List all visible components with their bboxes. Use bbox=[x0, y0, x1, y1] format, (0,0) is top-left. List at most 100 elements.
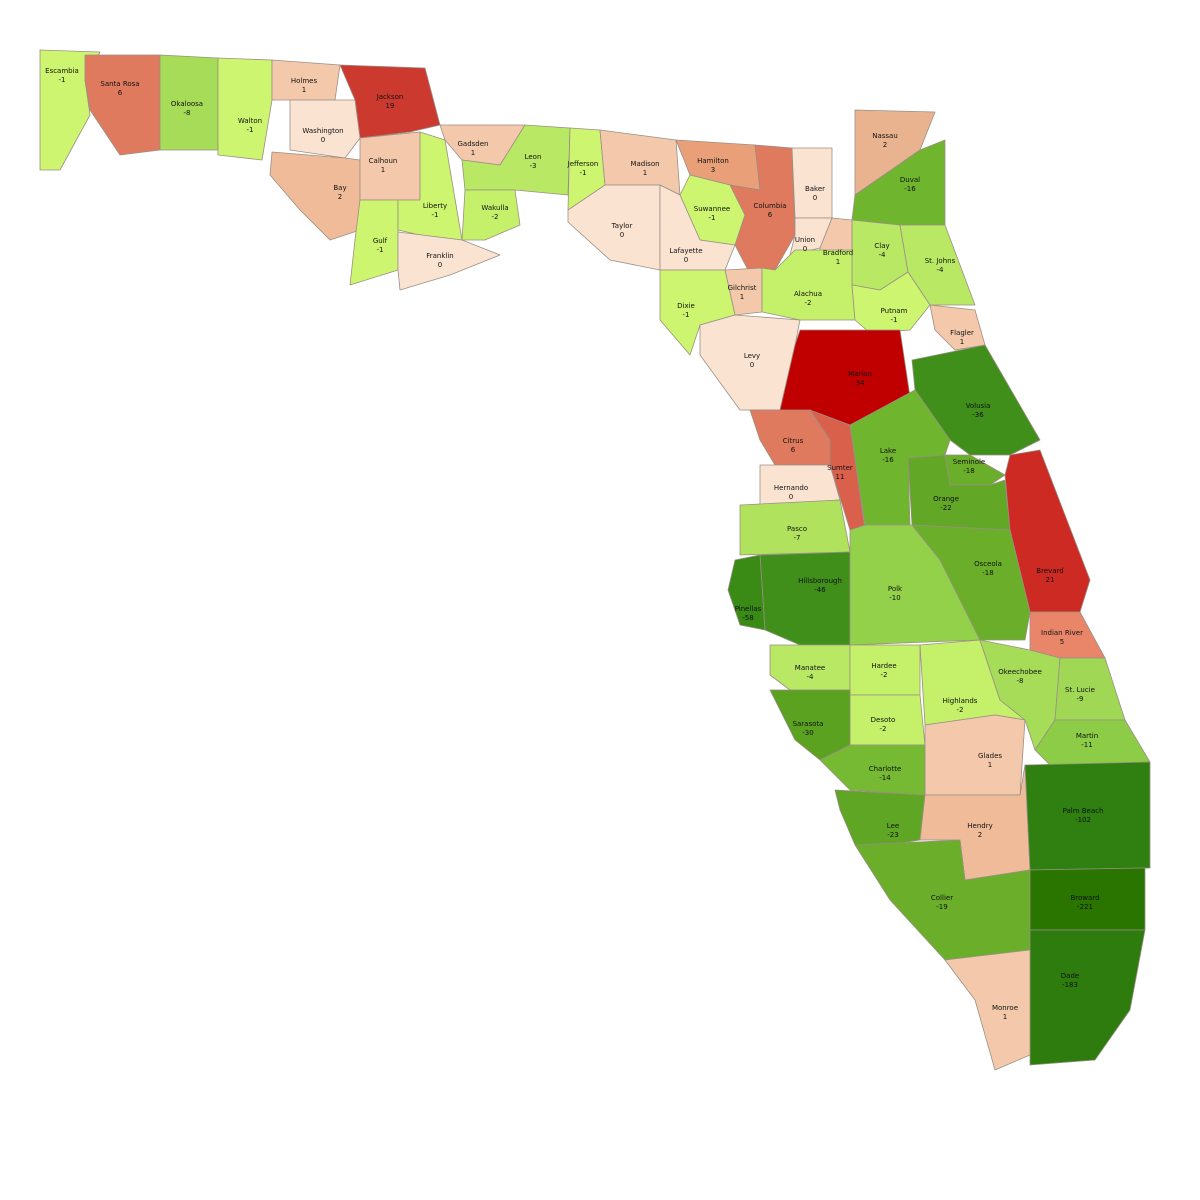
county-value: 1 bbox=[836, 258, 840, 266]
county-value: -11 bbox=[1081, 741, 1092, 749]
county-value: -4 bbox=[937, 266, 945, 274]
county-name: Gadsden bbox=[458, 140, 489, 148]
county-value: 2 bbox=[978, 831, 982, 839]
county-value: -16 bbox=[904, 185, 916, 193]
county-name: Franklin bbox=[426, 252, 454, 260]
county bbox=[1029, 929, 1146, 1066]
county-name: Leon bbox=[525, 153, 542, 161]
county-name: Glades bbox=[978, 752, 1002, 760]
county-name: Marion bbox=[848, 370, 872, 378]
county-value: -30 bbox=[802, 729, 813, 737]
county-name: Flagler bbox=[950, 329, 974, 337]
county-value: -1 bbox=[683, 311, 690, 319]
county-name: Gulf bbox=[373, 237, 388, 245]
county bbox=[819, 744, 926, 796]
county-value: 11 bbox=[836, 473, 845, 481]
county-value: -1 bbox=[247, 126, 254, 134]
county-value: -2 bbox=[492, 213, 499, 221]
county-name: Polk bbox=[888, 585, 903, 593]
county-value: 0 bbox=[750, 361, 754, 369]
county-name: Martin bbox=[1076, 732, 1098, 740]
county-name: Suwannee bbox=[694, 205, 730, 213]
county-value: 0 bbox=[813, 194, 817, 202]
county bbox=[397, 131, 463, 241]
county bbox=[911, 524, 1031, 641]
county-name: Dixie bbox=[677, 302, 695, 310]
county-name: Lake bbox=[880, 447, 896, 455]
county-value: -36 bbox=[972, 411, 984, 419]
county-name: Hardee bbox=[871, 662, 896, 670]
county-value: 19 bbox=[386, 102, 395, 110]
county-value: -18 bbox=[963, 467, 974, 475]
county bbox=[759, 551, 851, 646]
county-name: Dade bbox=[1061, 972, 1079, 980]
county-name: Okeechobee bbox=[998, 668, 1042, 676]
county-name: Lafayette bbox=[669, 247, 702, 255]
county-value: 1 bbox=[381, 166, 385, 174]
county-value: -221 bbox=[1077, 903, 1093, 911]
county-name: Hernando bbox=[774, 484, 808, 492]
county-value: -9 bbox=[1077, 695, 1084, 703]
county-value: -1 bbox=[432, 211, 439, 219]
county-name: Holmes bbox=[291, 77, 318, 85]
county-value: -22 bbox=[940, 504, 951, 512]
county-value: 6 bbox=[118, 89, 123, 97]
county-value: 6 bbox=[791, 446, 796, 454]
county-value: 1 bbox=[988, 761, 992, 769]
county-name: Wakulla bbox=[481, 204, 508, 212]
county-name: Desoto bbox=[871, 716, 896, 724]
county-name: Brevard bbox=[1036, 567, 1063, 575]
county-name: Broward bbox=[1070, 894, 1099, 902]
county-value: -2 bbox=[957, 706, 964, 714]
county-value: -4 bbox=[879, 251, 887, 259]
county-name: Orange bbox=[933, 495, 959, 503]
county-value: -18 bbox=[982, 569, 993, 577]
county-name: Hillsborough bbox=[798, 577, 842, 585]
county-value: -8 bbox=[184, 109, 191, 117]
county bbox=[289, 99, 361, 159]
county-value: -19 bbox=[936, 903, 947, 911]
county-name: St. Lucie bbox=[1065, 686, 1095, 694]
county-value: -1 bbox=[709, 214, 716, 222]
county-value: 21 bbox=[1046, 576, 1055, 584]
county bbox=[944, 949, 1031, 1071]
county bbox=[929, 304, 986, 351]
county-value: 0 bbox=[789, 493, 793, 501]
county-name: Jackson bbox=[376, 93, 404, 101]
county-name: Manatee bbox=[795, 664, 825, 672]
county bbox=[727, 554, 766, 631]
county-name: Taylor bbox=[611, 222, 633, 230]
county-name: Escambia bbox=[45, 67, 79, 75]
county-name: Sarasota bbox=[793, 720, 824, 728]
county-name: Bradford bbox=[823, 249, 853, 257]
county-value: -7 bbox=[794, 534, 801, 542]
county-name: Pinellas bbox=[735, 605, 762, 613]
county-name: Charlotte bbox=[869, 765, 902, 773]
county-value: -1 bbox=[891, 316, 898, 324]
county-name: Gilchrist bbox=[728, 284, 757, 292]
county bbox=[217, 57, 273, 161]
county-value: -2 bbox=[880, 725, 887, 733]
county-value: 1 bbox=[740, 293, 744, 301]
county-value: -1 bbox=[59, 76, 66, 84]
county bbox=[1024, 761, 1151, 871]
county-value: -2 bbox=[881, 671, 888, 679]
county-value: -4 bbox=[807, 673, 815, 681]
county-name: Nassau bbox=[872, 132, 898, 140]
county bbox=[834, 789, 926, 846]
county-name: Baker bbox=[805, 185, 825, 193]
county-value: 0 bbox=[803, 245, 807, 253]
county-name: Calhoun bbox=[369, 157, 398, 165]
county-name: Citrus bbox=[783, 437, 804, 445]
county-name: Union bbox=[795, 236, 815, 244]
county-name: Hendry bbox=[967, 822, 992, 830]
county-name: Jefferson bbox=[567, 160, 599, 168]
county-name: Bay bbox=[333, 184, 346, 192]
county-name: Highlands bbox=[943, 697, 978, 705]
county-name: Monroe bbox=[992, 1004, 1018, 1012]
county bbox=[359, 131, 421, 201]
county-value: 3 bbox=[711, 166, 715, 174]
county-name: Santa Rosa bbox=[100, 80, 139, 88]
county-value: -14 bbox=[879, 774, 891, 782]
